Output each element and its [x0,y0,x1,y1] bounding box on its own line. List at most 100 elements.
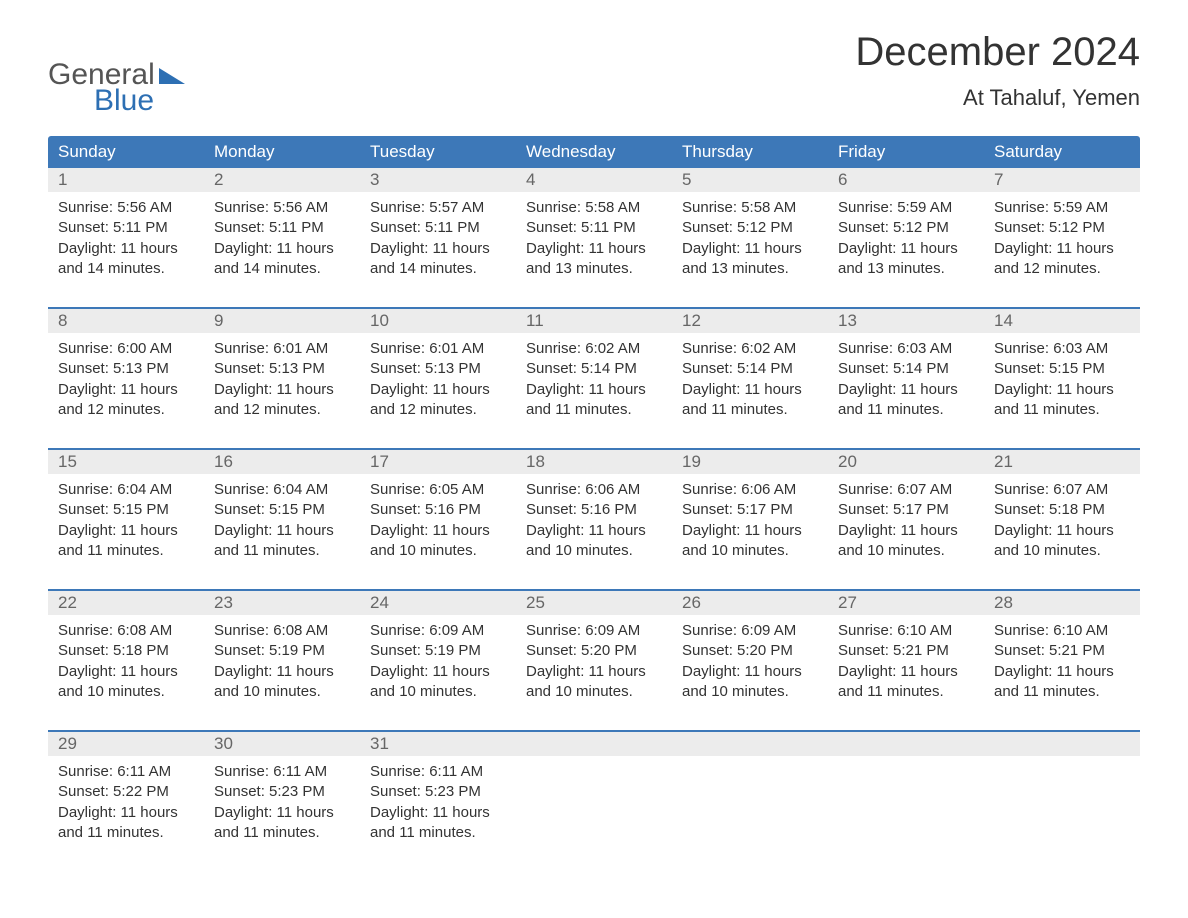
day-cell: Sunrise: 6:03 AMSunset: 5:15 PMDaylight:… [984,333,1140,434]
day-info-line: and 11 minutes. [838,400,974,420]
day-info-line: Sunset: 5:15 PM [994,359,1130,379]
day-info-line: Daylight: 11 hours [58,803,194,823]
day-info-line: Sunrise: 6:02 AM [682,339,818,359]
weekday-header: Saturday [984,136,1140,168]
day-info-line: Daylight: 11 hours [682,380,818,400]
weekday-header: Friday [828,136,984,168]
day-number [516,732,672,756]
day-info-line: and 10 minutes. [682,682,818,702]
day-info-line: and 11 minutes. [994,682,1130,702]
day-number [672,732,828,756]
day-info-line: Daylight: 11 hours [370,803,506,823]
day-info-line: and 10 minutes. [682,541,818,561]
weekday-header: Wednesday [516,136,672,168]
day-info-line: Daylight: 11 hours [526,239,662,259]
day-info-line: and 10 minutes. [58,682,194,702]
day-info-line: and 11 minutes. [58,541,194,561]
day-number: 2 [204,168,360,192]
day-number: 8 [48,309,204,333]
day-info-line: Sunset: 5:22 PM [58,782,194,802]
day-info-line: Sunset: 5:23 PM [370,782,506,802]
day-number: 6 [828,168,984,192]
location-label: At Tahaluf, Yemen [855,85,1140,111]
day-info-line: Daylight: 11 hours [58,380,194,400]
day-number: 21 [984,450,1140,474]
page-header: General Blue December 2024 At Tahaluf, Y… [48,30,1140,118]
day-info-line: Daylight: 11 hours [58,662,194,682]
day-cell: Sunrise: 6:08 AMSunset: 5:18 PMDaylight:… [48,615,204,716]
day-cell: Sunrise: 6:11 AMSunset: 5:22 PMDaylight:… [48,756,204,857]
day-number-row: 1234567 [48,168,1140,192]
day-info-line: and 12 minutes. [214,400,350,420]
day-cell: Sunrise: 6:04 AMSunset: 5:15 PMDaylight:… [204,474,360,575]
day-number: 3 [360,168,516,192]
day-cell [516,756,672,857]
day-cell [672,756,828,857]
day-info-line: Sunrise: 5:59 AM [994,198,1130,218]
day-cell: Sunrise: 6:09 AMSunset: 5:19 PMDaylight:… [360,615,516,716]
day-number: 20 [828,450,984,474]
day-number: 27 [828,591,984,615]
day-cell: Sunrise: 6:06 AMSunset: 5:16 PMDaylight:… [516,474,672,575]
day-info-line: Daylight: 11 hours [370,662,506,682]
day-info-line: Daylight: 11 hours [838,521,974,541]
day-info-line: Daylight: 11 hours [682,239,818,259]
day-cell: Sunrise: 6:02 AMSunset: 5:14 PMDaylight:… [516,333,672,434]
day-info-line: Sunset: 5:18 PM [58,641,194,661]
day-number: 14 [984,309,1140,333]
day-info-line: Sunset: 5:14 PM [838,359,974,379]
day-info-line: Sunrise: 6:02 AM [526,339,662,359]
day-info-line: Sunrise: 6:09 AM [526,621,662,641]
day-info-line: and 10 minutes. [994,541,1130,561]
day-info-line: and 11 minutes. [58,823,194,843]
day-info-line: Daylight: 11 hours [994,239,1130,259]
day-info-line: Daylight: 11 hours [370,239,506,259]
day-info-line: Sunset: 5:17 PM [682,500,818,520]
day-cell: Sunrise: 6:06 AMSunset: 5:17 PMDaylight:… [672,474,828,575]
day-cell: Sunrise: 6:11 AMSunset: 5:23 PMDaylight:… [360,756,516,857]
day-cell: Sunrise: 6:09 AMSunset: 5:20 PMDaylight:… [516,615,672,716]
day-info-line: Sunset: 5:17 PM [838,500,974,520]
day-info-line: Sunset: 5:23 PM [214,782,350,802]
day-number: 15 [48,450,204,474]
day-info-line: and 10 minutes. [526,541,662,561]
day-cell: Sunrise: 6:07 AMSunset: 5:17 PMDaylight:… [828,474,984,575]
day-info-line: Daylight: 11 hours [526,521,662,541]
day-number: 24 [360,591,516,615]
day-number: 9 [204,309,360,333]
day-number-row: 293031 [48,732,1140,756]
calendar: SundayMondayTuesdayWednesdayThursdayFrid… [48,136,1140,857]
day-info-line: and 11 minutes. [682,400,818,420]
day-info-line: Daylight: 11 hours [994,662,1130,682]
day-info-line: Daylight: 11 hours [994,521,1130,541]
day-number: 10 [360,309,516,333]
day-info-line: Daylight: 11 hours [838,380,974,400]
day-info-line: Sunrise: 6:07 AM [994,480,1130,500]
day-info-line: and 13 minutes. [526,259,662,279]
day-info-line: Daylight: 11 hours [214,662,350,682]
day-info-line: and 10 minutes. [214,682,350,702]
day-info-line: Sunrise: 6:01 AM [370,339,506,359]
day-info-line: Daylight: 11 hours [58,521,194,541]
day-cell [984,756,1140,857]
day-info-line: and 13 minutes. [682,259,818,279]
day-cell: Sunrise: 6:01 AMSunset: 5:13 PMDaylight:… [360,333,516,434]
day-info-line: Sunrise: 5:58 AM [682,198,818,218]
day-info-line: and 10 minutes. [370,682,506,702]
day-info-line: Sunrise: 6:09 AM [370,621,506,641]
day-info-line: and 12 minutes. [58,400,194,420]
day-number: 25 [516,591,672,615]
day-cell: Sunrise: 5:58 AMSunset: 5:12 PMDaylight:… [672,192,828,293]
day-info-line: Daylight: 11 hours [682,662,818,682]
day-info-line: and 10 minutes. [370,541,506,561]
calendar-week: 15161718192021Sunrise: 6:04 AMSunset: 5:… [48,448,1140,575]
day-info-line: and 14 minutes. [58,259,194,279]
day-info-line: Sunset: 5:18 PM [994,500,1130,520]
day-cell: Sunrise: 5:57 AMSunset: 5:11 PMDaylight:… [360,192,516,293]
day-info-line: Sunrise: 6:10 AM [994,621,1130,641]
day-number: 23 [204,591,360,615]
day-info-line: Daylight: 11 hours [838,239,974,259]
day-info-line: Sunset: 5:13 PM [370,359,506,379]
calendar-week: 891011121314Sunrise: 6:00 AMSunset: 5:13… [48,307,1140,434]
day-cell: Sunrise: 6:08 AMSunset: 5:19 PMDaylight:… [204,615,360,716]
